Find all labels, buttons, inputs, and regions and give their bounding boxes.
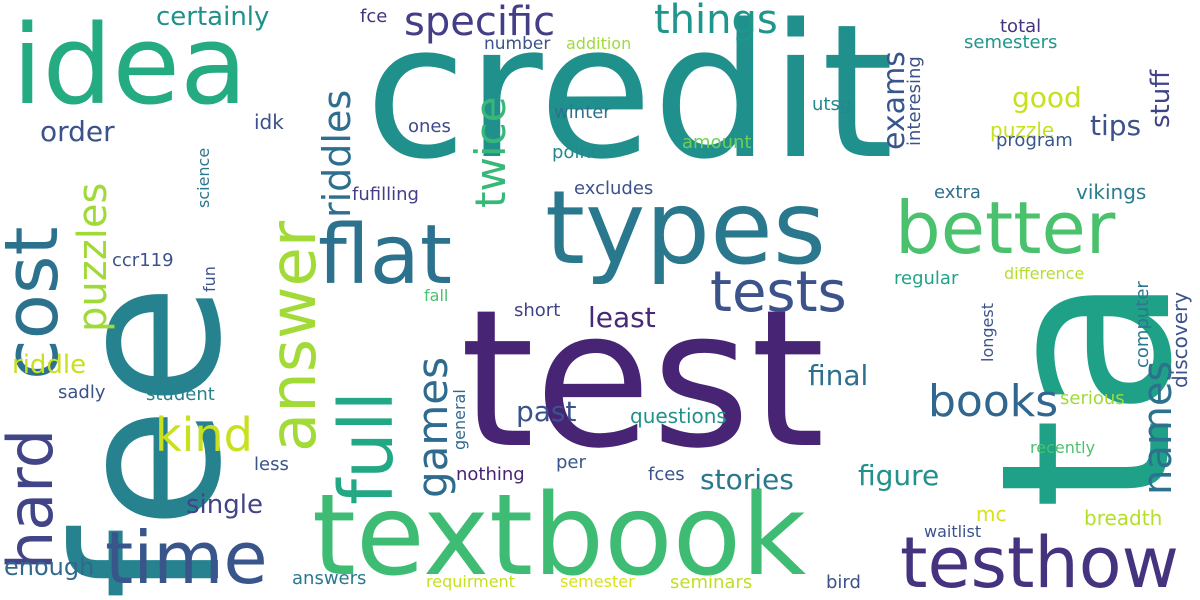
word-seminars: seminars [670, 572, 753, 593]
word-answers: answers [292, 568, 367, 589]
word-enough: enough [4, 553, 95, 581]
word-number: number [484, 34, 551, 54]
word-addition: addition [566, 34, 632, 53]
word-puzzles: puzzles [70, 182, 116, 332]
word-utsg: utsg [812, 94, 852, 115]
word-testhow: testhow [900, 522, 1179, 600]
word-breadth: breadth [1084, 506, 1163, 530]
word-semesters: semesters [964, 32, 1058, 53]
word-fun: fun [200, 266, 219, 292]
word-kind: kind [155, 408, 253, 462]
word-longest: longest [978, 303, 997, 362]
word-waitlist: waitlist [924, 522, 982, 541]
word-science: science [194, 147, 213, 208]
word-twice: twice [466, 96, 515, 208]
word-amount: amount [682, 132, 752, 153]
word-past: past [516, 395, 577, 428]
word-stuff: stuff [1146, 69, 1176, 128]
word-hard: hard [0, 428, 67, 570]
word-points: points [552, 142, 608, 163]
word-single: single [186, 490, 263, 520]
word-types: types [545, 169, 826, 288]
word-semester: semester [560, 572, 635, 591]
word-fufilling: fufilling [352, 184, 419, 205]
word-final: final [808, 359, 869, 392]
word-least: least [588, 301, 656, 334]
word-credit: credit [365, 0, 894, 200]
word-figure: figure [858, 459, 940, 492]
word-flat: flat [318, 208, 453, 303]
word-general: general [450, 389, 469, 450]
word-excludes: excludes [574, 178, 654, 199]
word-computer: computer [1132, 281, 1153, 368]
word-good: good [1012, 81, 1082, 114]
word-short: short [514, 300, 561, 321]
word-order: order [40, 115, 115, 148]
word-serious: serious [1060, 388, 1125, 409]
word-ccr119: ccr119 [112, 250, 174, 271]
word-ones: ones [408, 116, 451, 137]
word-idk: idk [254, 110, 284, 134]
word-less: less [254, 454, 289, 475]
word-certainly: certainly [156, 2, 270, 32]
word-bird: bird [826, 572, 861, 593]
word-idea: idea [12, 1, 248, 129]
word-answer: answer [257, 220, 331, 452]
word-extra: extra [934, 182, 981, 203]
word-discovery: discovery [1168, 291, 1192, 388]
word-puzzle: puzzle [990, 118, 1055, 142]
word-questions: questions [630, 404, 727, 428]
word-fall: fall [424, 286, 449, 305]
word-regular: regular [894, 268, 959, 289]
word-interesing: interesing [904, 56, 925, 146]
word-requirment: requirment [426, 572, 515, 591]
word-stories: stories [700, 463, 794, 496]
word-full: full [324, 390, 410, 505]
word-textbook: textbook [312, 471, 807, 600]
word-test: test [460, 269, 825, 490]
word-things: things [654, 0, 778, 43]
word-riddle: riddle [12, 350, 87, 380]
word-better: better [895, 186, 1116, 270]
word-riddles: riddles [315, 89, 359, 218]
word-fces: fces [648, 464, 685, 485]
word-specific: specific [404, 0, 556, 45]
word-tips: tips [1090, 109, 1142, 142]
word-sadly: sadly [58, 382, 106, 403]
word-time: time [105, 516, 268, 600]
word-books: books [928, 376, 1059, 427]
word-total: total [1000, 16, 1042, 37]
word-tests: tests [710, 260, 847, 325]
word-per: per [556, 452, 586, 473]
word-mc: mc [976, 502, 1007, 526]
word-recently: recently [1030, 438, 1096, 457]
word-nothing: nothing [456, 464, 525, 485]
word-games: games [408, 356, 457, 498]
word-winter: winter [554, 102, 611, 123]
word-difference: difference [1004, 264, 1085, 283]
word-program: program [996, 130, 1073, 151]
word-student: student [146, 384, 215, 405]
word-fce: fce [360, 6, 388, 27]
word-vikings: vikings [1076, 180, 1147, 204]
